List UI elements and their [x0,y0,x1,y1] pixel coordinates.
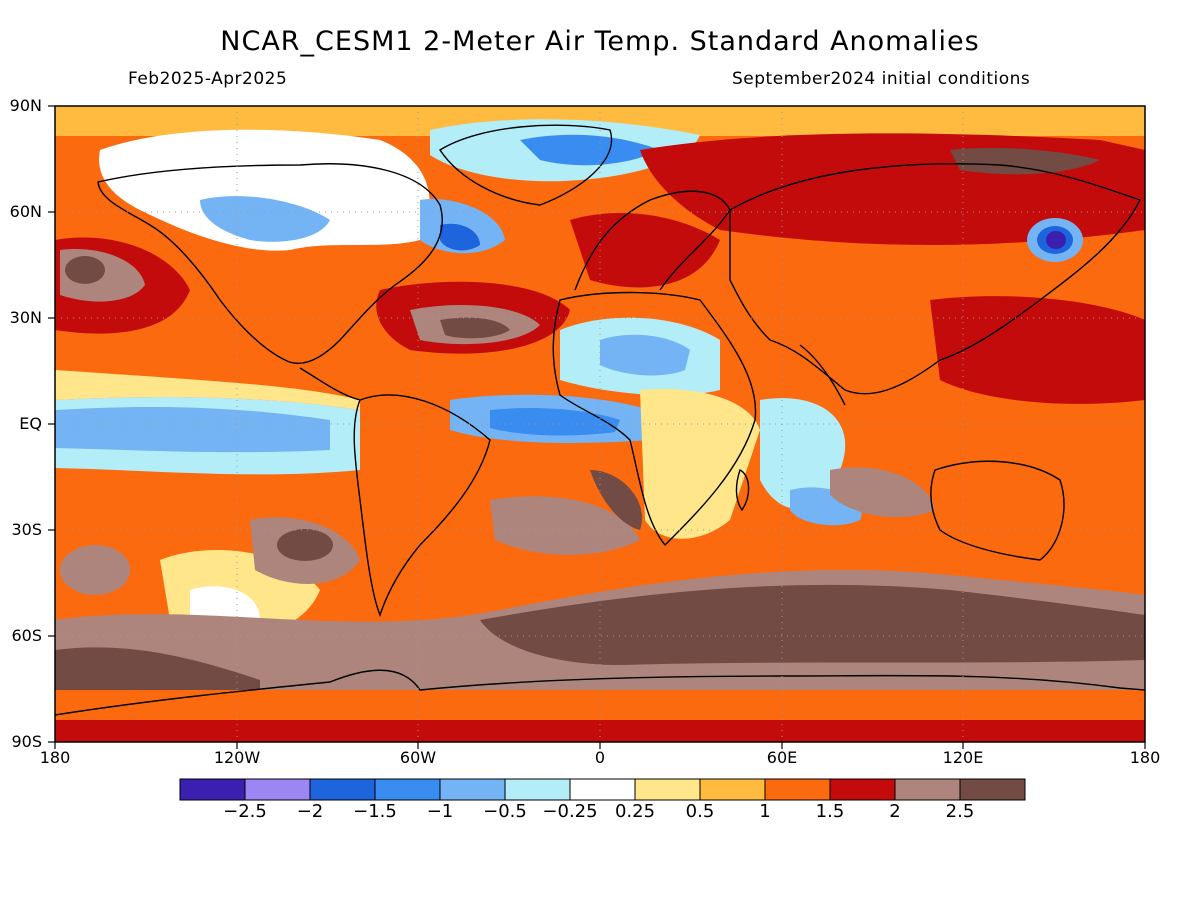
lon-label-60w: 60W [399,748,437,767]
coast-antarctica [55,669,1145,716]
coast-europe [574,190,731,291]
field-indian-cool [760,398,846,509]
colorbar-label-1: −2 [296,801,324,822]
coast-australia [930,460,1065,561]
coast-africa [552,291,757,547]
lat-label-90s: 90S [11,732,42,751]
coast-india [799,344,846,406]
field-wp-hot [930,296,1145,404]
field-atlantic-cooler [490,408,620,436]
coastlines [55,124,1145,716]
colorbar-swatch-10 [829,778,896,801]
coast-north-america [97,163,443,364]
colorbar-swatch-2 [309,778,376,801]
colorbar-label-0: −2.5 [223,801,267,822]
colorbar [179,778,1026,801]
lon-label-120e: 120E [942,748,984,767]
lat-label-60s: 60S [11,626,42,645]
colorbar-swatch-0 [179,778,246,801]
colorbar-label-10: 2 [889,801,901,822]
coast-central-america [299,367,361,401]
chart-title: NCAR_CESM1 2-Meter Air Temp. Standard An… [220,26,980,57]
lon-label-120w: 120W [213,748,261,767]
colorbar-label-4: −0.5 [483,801,527,822]
field-africa-pale [640,389,760,539]
colorbar-swatch-6 [569,778,636,801]
colorbar-label-7: 0.5 [685,801,715,822]
field-safrica-hottest [590,470,642,530]
lat-label-eq: EQ [19,414,42,433]
lat-label-90n: 90N [9,96,42,115]
initial-conditions: September2024 initial conditions [732,69,1031,89]
field-sp2-hotter [60,545,130,595]
field-southern-hottest [480,584,1145,665]
colorbar-swatch-8 [699,778,766,801]
field-labrador-cooler [440,223,480,251]
field-sahara-cooler [600,334,690,376]
coast-asia [729,163,1141,395]
colorbar-swatch-7 [634,778,701,801]
field-sa-hotter [490,496,640,555]
field-io-hotter [830,467,935,518]
field-pacific-cooler [55,407,330,453]
field-antarctic-edge [55,720,1145,742]
colorbar-label-5: −0.25 [542,801,598,822]
field-pale-band [55,370,360,410]
colorbar-swatch-1 [244,778,311,801]
field-na-hottest [440,317,510,339]
lon-label-0: 0 [594,748,606,767]
lon-label-180e: 180 [1129,748,1161,767]
field-siberia-hottest [950,148,1100,175]
lat-label-60n: 60N [9,202,42,221]
lon-label-180w: 180 [39,748,71,767]
colorbar-swatch-5 [504,778,571,801]
colorbar-label-6: 0.25 [614,801,656,822]
colorbar-label-3: −1 [426,801,454,822]
lat-label-30s: 30S [11,520,42,539]
forecast-period: Feb2025-Apr2025 [128,69,288,89]
colorbar-label-9: 1.5 [815,801,845,822]
colorbar-swatch-9 [764,778,831,801]
colorbar-label-11: 2.5 [945,801,975,822]
colorbar-label-2: −1.5 [353,801,397,822]
colorbar-swatch-11 [894,778,961,801]
colorbar-swatch-4 [439,778,506,801]
colorbar-swatch-12 [959,778,1026,801]
colorbar-swatch-3 [374,778,441,801]
field-greenland-cooler [520,134,660,166]
coast-madagascar [735,469,750,512]
lat-label-30n: 30N [9,308,42,327]
dotted-gridlines [55,106,1145,742]
field-sp-hottest [277,529,333,561]
field-np-hottest [65,256,105,284]
lon-label-60e: 60E [766,748,798,767]
field-okhotsk-coldest [1046,231,1066,249]
coast-south-america [353,394,491,618]
field-canada-cool [200,196,330,242]
field-canada-neutral [99,129,430,251]
colorbar-label-8: 1 [759,801,771,822]
axis-ticks [48,105,1146,749]
